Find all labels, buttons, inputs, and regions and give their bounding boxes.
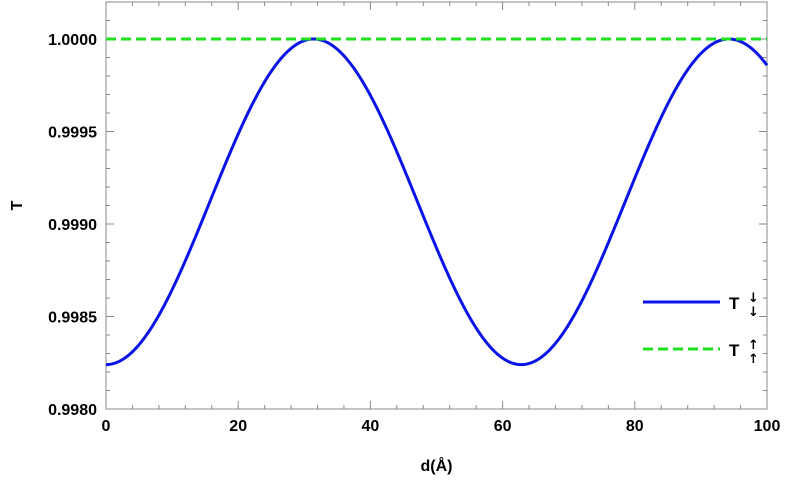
arrow-down-icon: ↓ (748, 305, 759, 320)
y-tick-label: 1.0000 (48, 32, 97, 49)
legend-arrows-up-icon: ↑ ↑ (748, 338, 759, 367)
y-tick-label: 0.9980 (48, 402, 97, 419)
arrow-up-icon: ↑ (748, 338, 759, 353)
series-line-1 (105, 37, 769, 367)
x-tick-label: 40 (362, 418, 380, 435)
x-tick-label: 100 (754, 418, 781, 435)
legend-label: T (729, 294, 740, 313)
legend-entry-t-up-up: T ↑ ↑ (643, 338, 759, 367)
x-axis-title: d(Å) (421, 456, 453, 475)
y-tick-label: 0.9990 (48, 217, 97, 234)
x-tick-label: 0 (102, 418, 111, 435)
x-tick-label: 60 (494, 418, 512, 435)
x-tick-label: 20 (229, 418, 247, 435)
axis-ticks (105, 1, 768, 410)
legend-entry-t-down-down: T ↓ ↓ (643, 291, 759, 320)
legend-arrows-down-icon: ↓ ↓ (748, 291, 759, 320)
legend: T ↓ ↓ T ↑ ↑ (643, 291, 759, 367)
arrow-down-icon: ↓ (748, 291, 759, 306)
y-axis-title: T (9, 200, 26, 210)
tick-labels: 0 20 40 60 80 100 0.9980 0.9985 0.9990 0.9995 1.00… (48, 32, 780, 435)
series-lines (105, 37, 769, 367)
arrow-up-icon: ↑ (748, 352, 759, 367)
legend-label: T (729, 341, 740, 360)
y-tick-label: 0.9995 (48, 125, 97, 142)
x-tick-label: 80 (626, 418, 644, 435)
y-tick-label: 0.9985 (48, 310, 97, 327)
